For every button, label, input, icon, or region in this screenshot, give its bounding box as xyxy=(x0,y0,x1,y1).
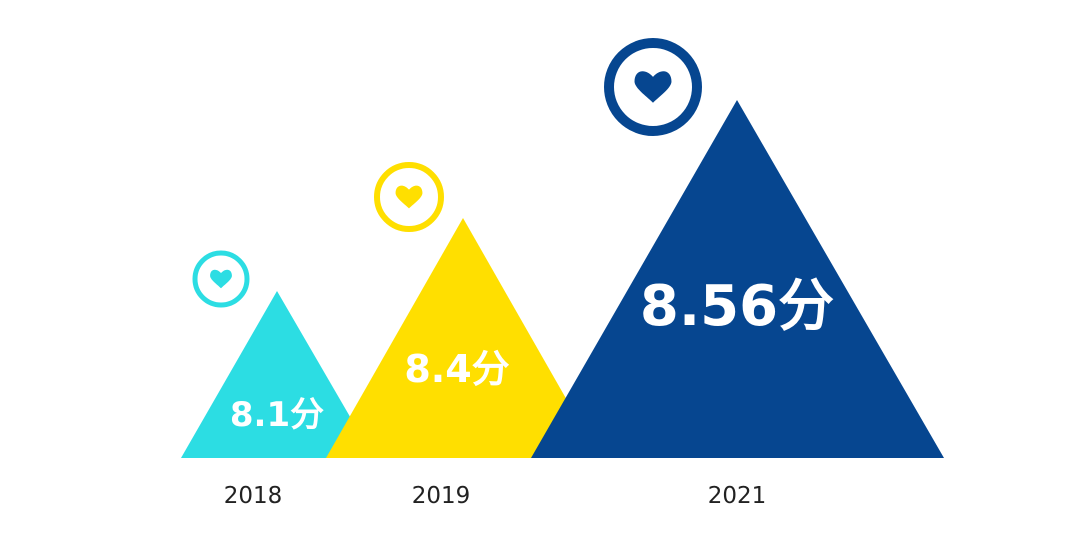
peaks-layer xyxy=(181,100,944,458)
heart-icon xyxy=(395,185,423,209)
year-label-2019: 2019 xyxy=(412,483,471,509)
icons-layer xyxy=(192,38,702,308)
peak-2021 xyxy=(531,100,944,458)
year-label-2018: 2018 xyxy=(224,483,283,509)
value-label-2021: 8.56分 xyxy=(640,274,834,339)
heart-badge-2019 xyxy=(374,162,444,232)
heart-badge-2021 xyxy=(604,38,702,136)
value-label-2019: 8.4分 xyxy=(404,347,509,391)
value-label-2018: 8.1分 xyxy=(230,395,324,435)
year-label-2021: 2021 xyxy=(708,483,767,509)
peak-2018 xyxy=(181,291,374,458)
heart-icon xyxy=(634,71,672,103)
labels-layer: 8.1分 8.4分 8.56分 2018 2019 2021 xyxy=(224,274,834,509)
heart-icon xyxy=(210,269,232,289)
peak-2019 xyxy=(326,218,600,458)
heart-badge-2018 xyxy=(192,250,250,308)
